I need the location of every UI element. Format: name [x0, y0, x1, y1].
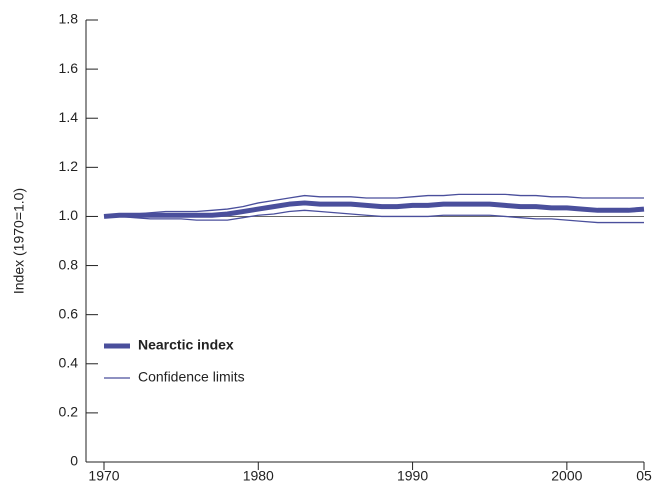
x-tick-label: 1980 — [243, 468, 274, 483]
data-line — [103, 200, 645, 219]
y-tick-label: 0.8 — [59, 256, 79, 272]
x-tick-label: 1970 — [88, 468, 119, 483]
x-tick-label: 2000 — [551, 468, 582, 483]
y-tick-label: 0.4 — [59, 354, 79, 370]
x-tick-label: 05 — [636, 468, 652, 483]
y-tick-label: 1.4 — [59, 109, 79, 125]
y-tick-label: 1.0 — [59, 207, 79, 223]
y-axis-label: Index (1970=1.0) — [11, 188, 27, 294]
y-tick-label: 1.2 — [59, 158, 79, 174]
y-tick-label: 0.2 — [59, 404, 79, 420]
y-tick-label: 1.6 — [59, 60, 79, 76]
legend-label: Nearctic index — [138, 337, 234, 353]
y-tick-label: 1.8 — [59, 11, 79, 27]
y-tick-label: 0.6 — [59, 305, 79, 321]
data-line — [104, 209, 644, 224]
y-tick-label: 0 — [70, 453, 78, 469]
legend-label: Confidence limits — [138, 369, 245, 385]
data-line — [103, 193, 644, 218]
x-tick-label: 1990 — [397, 468, 428, 483]
